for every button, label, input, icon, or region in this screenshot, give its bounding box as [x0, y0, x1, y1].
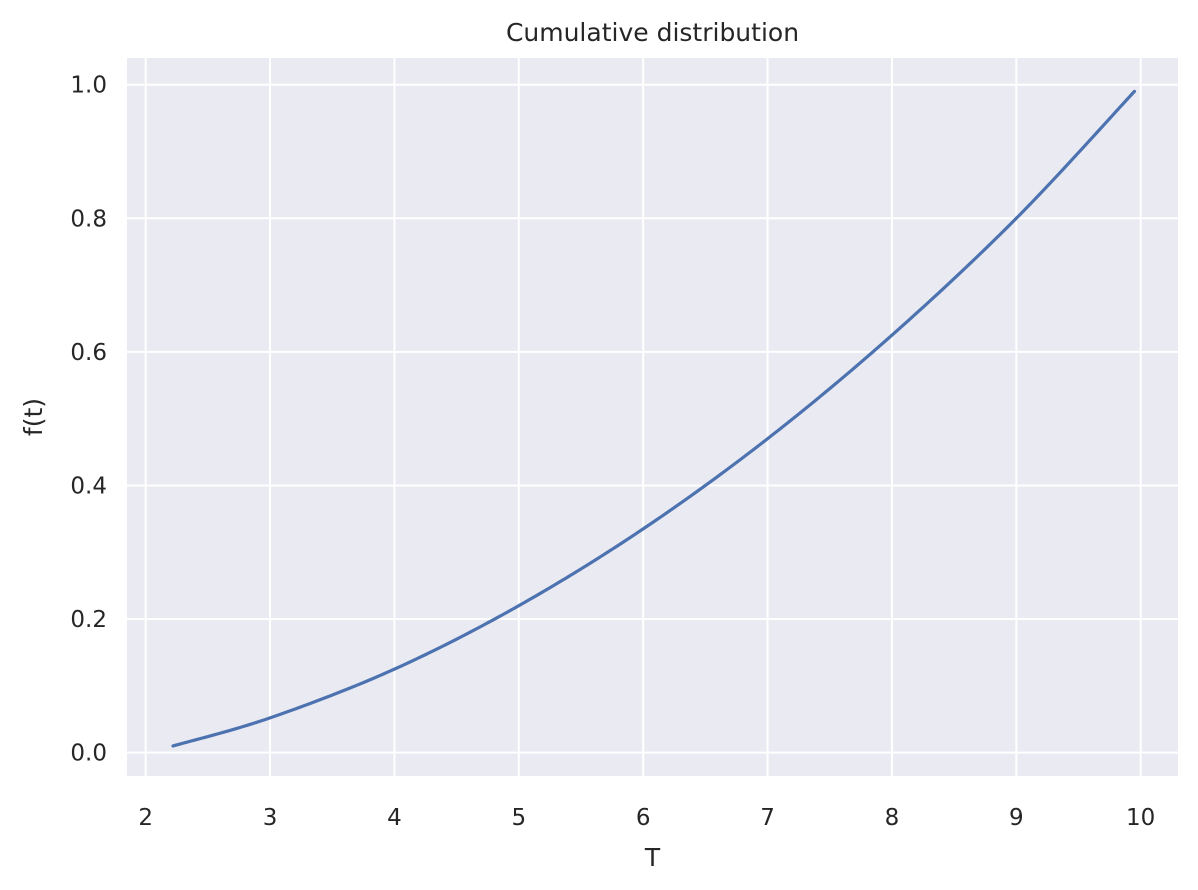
y-tick-labels: 0.0 0.2 0.4 0.6 0.8 1.0 [70, 73, 107, 767]
series-layer [171, 89, 1137, 748]
plot-background [127, 58, 1178, 776]
y-tick-label: 0.8 [70, 206, 107, 232]
y-tick-label: 0.4 [70, 473, 107, 499]
y-tick-label: 0.0 [70, 741, 107, 767]
y-tick-label: 1.0 [70, 73, 107, 99]
x-tick-label: 5 [511, 805, 526, 831]
x-tick-labels: 2 3 4 5 6 7 8 9 10 [138, 805, 1155, 831]
y-tick-label: 0.6 [70, 340, 107, 366]
series-line [171, 89, 1137, 748]
x-tick-label: 7 [760, 805, 775, 831]
x-tick-label: 2 [138, 805, 153, 831]
x-tick-label: 6 [636, 805, 651, 831]
x-tick-label: 3 [263, 805, 278, 831]
y-gridlines [127, 83, 1178, 754]
x-tick-label: 8 [885, 805, 900, 831]
x-tick-label: 9 [1009, 805, 1024, 831]
chart-title: Cumulative distribution [506, 18, 799, 47]
y-tick-label: 0.2 [70, 607, 107, 633]
x-gridlines [144, 58, 1142, 776]
x-tick-label: 10 [1126, 805, 1155, 831]
y-axis-label: f(t) [19, 398, 48, 436]
x-tick-label: 4 [387, 805, 402, 831]
x-axis-label: T [644, 843, 661, 872]
